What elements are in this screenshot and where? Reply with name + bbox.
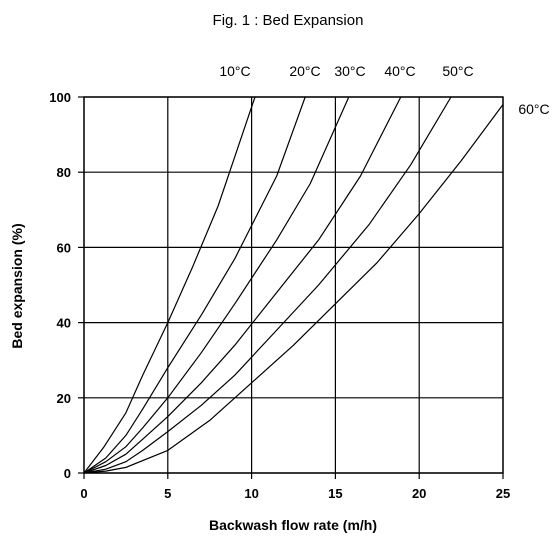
series-label: 20°C — [289, 63, 320, 79]
series-line-40c — [83, 96, 402, 474]
gridlines — [83, 96, 504, 474]
series-line-60c — [83, 104, 504, 474]
y-tick-label: 40 — [57, 316, 71, 331]
series-label: 10°C — [219, 63, 250, 79]
series-label: 60°C — [518, 101, 549, 117]
x-tick-label: 15 — [328, 486, 342, 501]
series-lines — [83, 96, 504, 474]
y-tick-label: 100 — [49, 90, 71, 105]
x-tick-label: 10 — [244, 486, 258, 501]
x-tick-label: 5 — [164, 486, 171, 501]
y-tick-label: 0 — [64, 466, 71, 481]
y-axis-ticks: 0 20 40 60 80 100 — [49, 90, 84, 481]
x-tick-label: 0 — [80, 486, 87, 501]
series-label: 40°C — [384, 63, 415, 79]
x-tick-label: 25 — [496, 486, 510, 501]
chart-title: Fig. 1 : Bed Expansion — [213, 12, 364, 29]
x-axis-ticks: 0 5 10 15 20 25 — [80, 473, 510, 501]
series-labels: 10°C 20°C 30°C 40°C 50°C 60°C — [219, 63, 549, 117]
y-tick-label: 20 — [57, 391, 71, 406]
series-line-50c — [83, 96, 452, 474]
y-axis-label: Bed expansion (%) — [9, 223, 25, 348]
y-tick-label: 80 — [57, 165, 71, 180]
plot-area-frame — [83, 96, 504, 474]
series-line-20c — [83, 96, 306, 474]
series-line-10c — [83, 96, 256, 474]
y-tick-label: 60 — [57, 240, 71, 255]
x-tick-label: 20 — [412, 486, 426, 501]
series-label: 50°C — [442, 63, 473, 79]
series-line-30c — [83, 96, 350, 474]
series-label: 30°C — [334, 63, 365, 79]
x-axis-label: Backwash flow rate (m/h) — [209, 517, 377, 533]
